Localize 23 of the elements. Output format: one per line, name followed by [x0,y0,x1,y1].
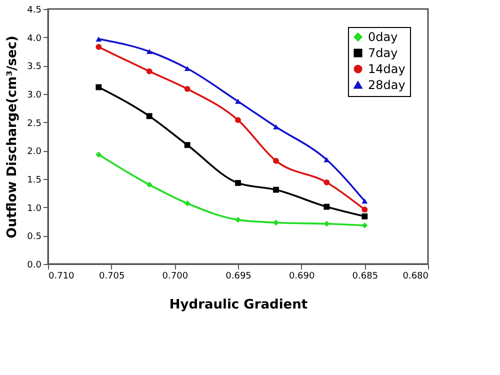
y-tick-label: 0.5 [27,232,42,242]
x-tick-label: 0.695 [226,272,252,282]
y-tick-label: 3.0 [27,90,42,100]
legend-label: 0day [368,30,398,44]
y-axis-title: Outflow Discharge(cm³/sec) [5,36,20,238]
x-axis-title: Hydraulic Gradient [169,298,308,312]
y-tick-label: 1.5 [27,176,42,186]
y-tick-label: 0.0 [27,260,42,270]
legend-label: 14day [368,62,406,76]
y-tick-label: 2.5 [27,118,42,129]
x-tick-label: 0.700 [162,272,188,282]
y-tick-label: 4.0 [27,34,42,44]
x-tick-label: 0.680 [402,272,429,282]
x-tick-label: 0.685 [352,272,378,282]
y-tick-label: 1.0 [27,204,42,214]
y-tick-label: 4.5 [27,6,42,16]
x-tick-label: 0.705 [98,272,125,282]
x-tick-label: 0.710 [48,272,75,282]
y-tick-label: 2.0 [27,147,42,158]
legend-label: 7day [368,46,398,60]
y-tick-label: 3.5 [27,62,42,72]
legend-label: 28day [368,78,406,92]
x-tick-label: 0.690 [288,272,315,282]
